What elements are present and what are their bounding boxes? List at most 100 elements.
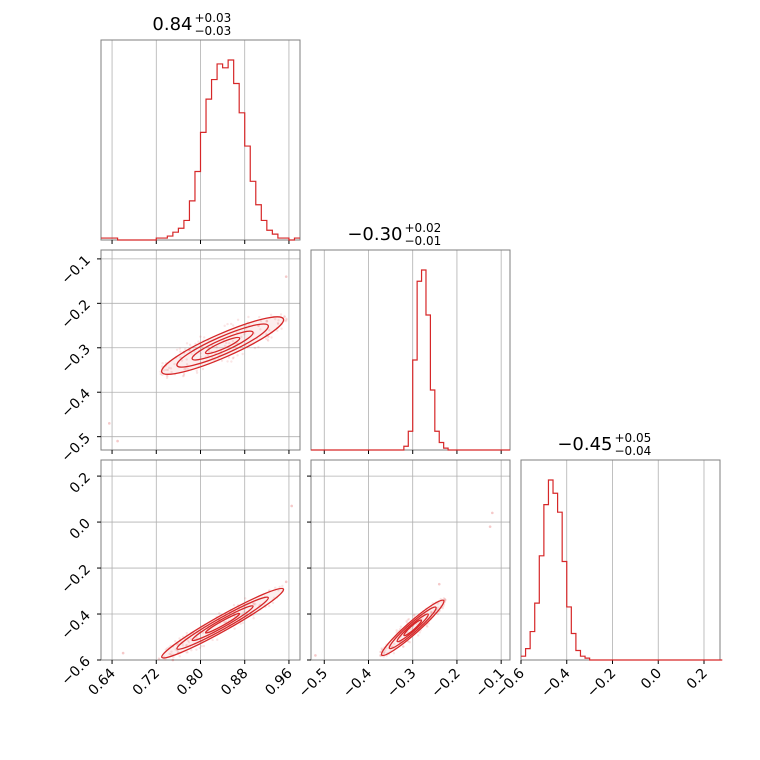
scatter-point xyxy=(161,362,163,364)
scatter-point xyxy=(237,319,239,321)
scatter-point xyxy=(258,316,260,318)
panel-title: 0.84 +0.03−0.03 xyxy=(152,11,231,38)
scatter-point xyxy=(211,639,213,641)
scatter-point xyxy=(218,612,220,614)
scatter-point xyxy=(116,440,119,443)
scatter-point xyxy=(285,318,287,320)
scatter-point xyxy=(196,369,198,371)
scatter-point xyxy=(199,335,201,337)
histogram-bin xyxy=(539,556,544,660)
scatter-point xyxy=(270,314,272,316)
scatter-point xyxy=(393,652,395,654)
scatter-point xyxy=(279,586,281,588)
density-contour xyxy=(158,582,287,664)
scatter-point xyxy=(233,604,235,606)
histogram-bin xyxy=(435,431,439,450)
scatter-point xyxy=(438,583,441,586)
scatter-point xyxy=(408,618,410,620)
scatter-point xyxy=(426,625,428,627)
scatter-panel-3-2: −0.5 −0.4 −0.3 −0.2 −0.1 xyxy=(296,460,510,701)
histogram-bin xyxy=(217,64,223,240)
scatter-point xyxy=(489,525,492,528)
title-lower-error: −0.03 xyxy=(195,24,232,38)
y-tick-label: −0.4 xyxy=(58,607,93,642)
x-tick-label: −0.3 xyxy=(384,666,419,701)
scatter-point xyxy=(257,324,260,327)
panel-frame xyxy=(311,250,510,450)
scatter-point xyxy=(202,368,204,370)
scatter-point xyxy=(240,623,242,625)
scatter-point xyxy=(236,354,238,356)
title-median: −0.45 xyxy=(557,434,612,455)
histogram-bin xyxy=(267,230,273,240)
histogram-step xyxy=(311,270,510,450)
scatter-panel-3-1: 0.64 0.72 0.80 0.88 0.96−0.6−0.4−0.20.00.2 xyxy=(58,460,300,699)
histogram-bin xyxy=(562,561,567,660)
scatter-point xyxy=(276,330,278,332)
scatter-point xyxy=(395,629,397,631)
hist-panel-3: −0.6 −0.4 −0.2 0.0 0.2 xyxy=(492,460,722,701)
scatter-point xyxy=(200,645,202,647)
histogram-bin xyxy=(256,205,262,240)
scatter-point xyxy=(122,652,125,655)
scatter-point xyxy=(290,505,293,508)
scatter-point xyxy=(203,336,205,338)
scatter-point xyxy=(280,328,282,330)
scatter-point xyxy=(158,658,160,660)
scatter-point xyxy=(183,351,186,354)
panel-title: −0.45 +0.05−0.04 xyxy=(557,431,651,458)
panel-title: −0.30 +0.02−0.01 xyxy=(347,221,441,248)
scatter-point xyxy=(314,654,317,657)
histogram-bin xyxy=(426,315,430,450)
scatter-point xyxy=(241,353,243,355)
scatter-point xyxy=(183,373,185,375)
x-tick-label: 0.2 xyxy=(684,666,711,693)
histogram-bin xyxy=(417,281,421,450)
scatter-point xyxy=(232,324,234,326)
x-tick-label: −0.2 xyxy=(584,666,619,701)
scatter-point xyxy=(254,347,256,349)
y-tick-label: 0.0 xyxy=(67,516,94,543)
histogram-bin xyxy=(576,651,581,660)
scatter-point xyxy=(186,342,188,344)
scatter-point xyxy=(186,632,188,634)
scatter-point xyxy=(247,316,249,318)
x-tick-label: 0.80 xyxy=(174,666,207,699)
histogram-bin xyxy=(228,60,234,240)
scatter-point xyxy=(274,587,276,589)
histogram-bin xyxy=(530,632,535,660)
scatter-point xyxy=(190,649,192,651)
histogram-bin xyxy=(558,512,563,660)
scatter-point xyxy=(233,627,235,629)
scatter-point xyxy=(268,605,270,607)
hist-panel-2 xyxy=(311,250,510,454)
title-median: 0.84 xyxy=(152,14,192,35)
y-tick-label: −0.5 xyxy=(58,430,93,465)
histogram-bin xyxy=(206,99,212,240)
scatter-point xyxy=(266,320,269,323)
scatter-point xyxy=(230,323,232,325)
scatter-point xyxy=(196,372,198,374)
scatter-point xyxy=(177,652,180,655)
scatter-point xyxy=(216,639,218,641)
x-tick-label: 0.88 xyxy=(218,666,251,699)
histogram-bin xyxy=(250,181,256,240)
y-tick-label: −0.4 xyxy=(58,386,93,421)
scatter-point xyxy=(223,325,225,327)
scatter-point xyxy=(197,340,199,342)
scatter-point xyxy=(285,581,288,584)
scatter-point xyxy=(280,313,282,315)
scatter-point xyxy=(281,585,283,587)
density-contour xyxy=(157,308,288,383)
histogram-bin xyxy=(439,443,443,451)
title-upper-error: +0.02 xyxy=(405,221,442,235)
scatter-point xyxy=(172,659,175,662)
scatter-point xyxy=(174,640,176,642)
histogram-bin xyxy=(567,607,572,660)
scatter-point xyxy=(179,350,181,352)
scatter-point xyxy=(203,645,205,647)
scatter-point xyxy=(232,357,234,359)
scatter-point xyxy=(381,647,383,649)
x-tick-label: 0.96 xyxy=(262,665,295,698)
